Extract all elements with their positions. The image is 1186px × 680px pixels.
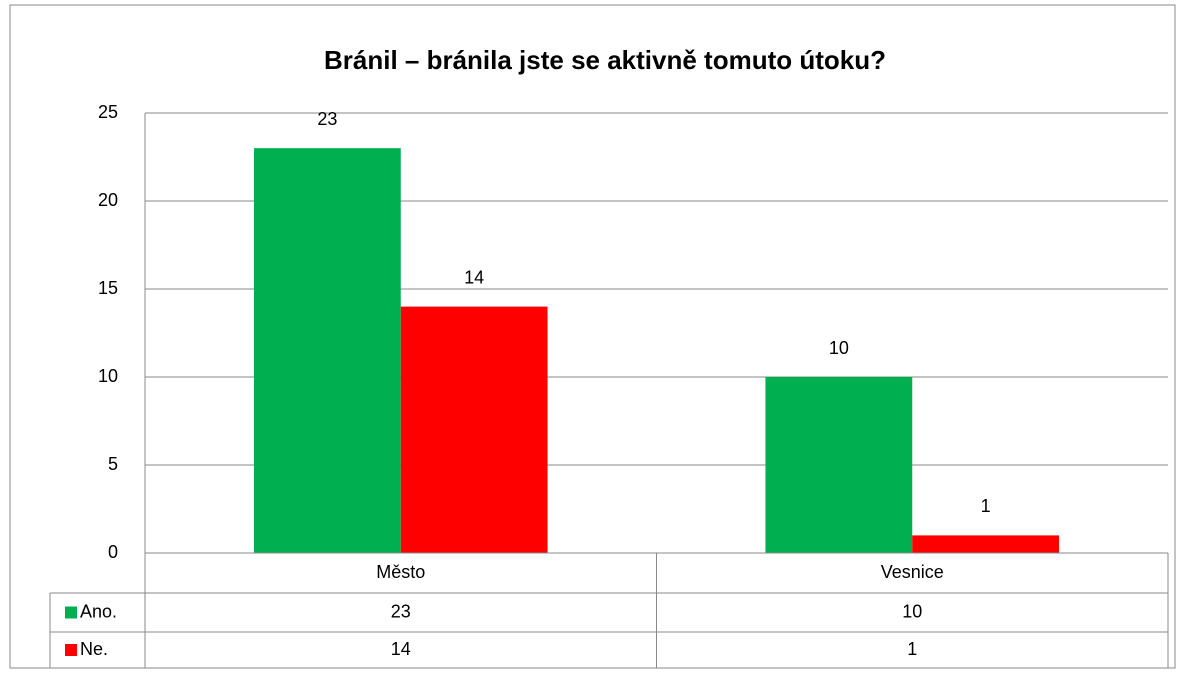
y-tick-label: 0: [108, 542, 118, 562]
legend-label: Ne.: [80, 639, 108, 659]
bar: [765, 377, 913, 553]
y-tick-label: 15: [98, 278, 118, 298]
y-tick-label: 10: [98, 366, 118, 386]
table-cell: 1: [907, 639, 917, 659]
table-cell: 23: [391, 601, 411, 621]
y-tick-label: 5: [108, 454, 118, 474]
data-label: 14: [464, 267, 484, 287]
legend-swatch: [65, 606, 77, 619]
data-label: 1: [981, 496, 991, 516]
chart-title: Bránil – bránila jste se aktivně tomuto …: [324, 45, 886, 75]
legend-swatch: [65, 644, 77, 656]
legend-label: Ano.: [80, 601, 117, 621]
table-cell: 14: [391, 639, 411, 659]
data-label: 10: [829, 338, 849, 358]
bar: [400, 306, 548, 553]
bar: [253, 148, 401, 553]
y-tick-label: 20: [98, 190, 118, 210]
x-tick-label: Vesnice: [881, 562, 944, 582]
chart-border: [9, 4, 1176, 669]
bar: [912, 535, 1060, 553]
data-label: 23: [317, 109, 337, 129]
x-tick-label: Město: [376, 562, 425, 582]
y-tick-label: 25: [98, 102, 118, 122]
table-cell: 10: [902, 601, 922, 621]
